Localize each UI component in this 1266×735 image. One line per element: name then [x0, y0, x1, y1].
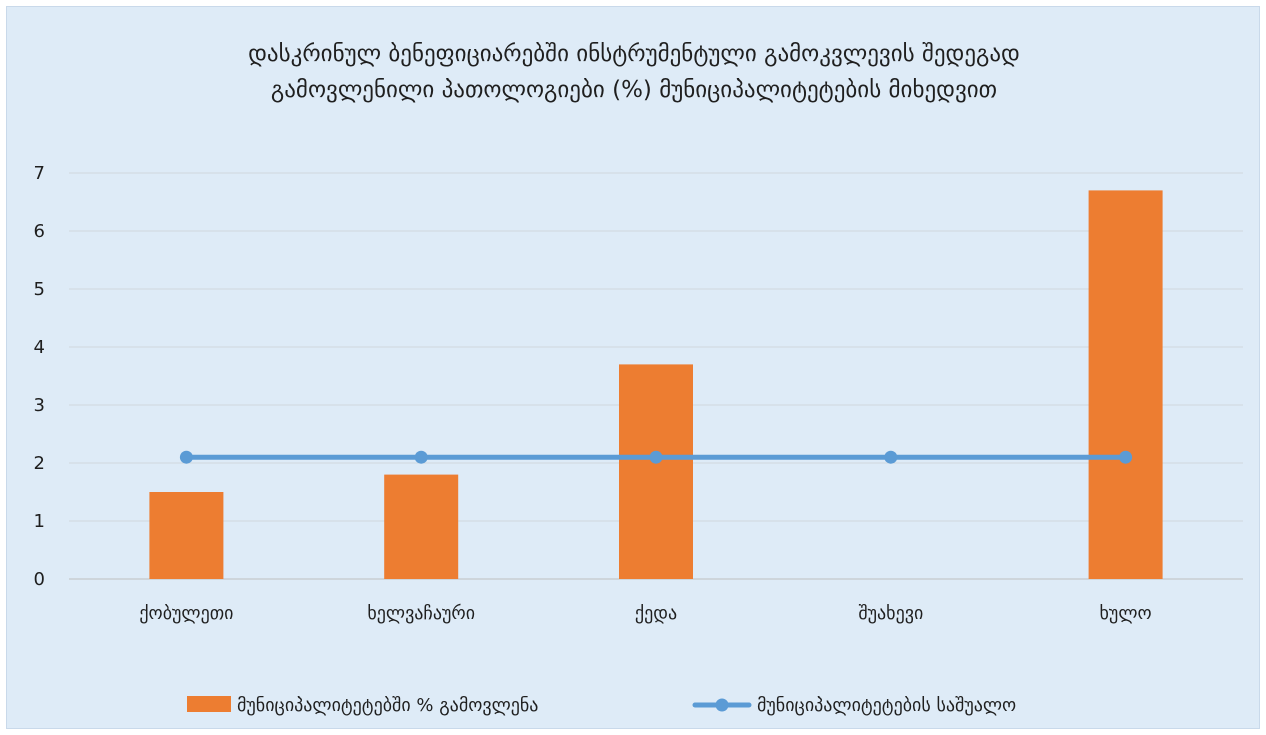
line-point: [884, 450, 898, 464]
y-tick-label: 7: [34, 163, 45, 184]
line-point: [1119, 450, 1133, 464]
y-tick-label: 6: [34, 221, 45, 242]
line-series: [179, 450, 1133, 464]
y-tick-label: 4: [34, 337, 45, 358]
x-category-label: ხელვაჩაური: [367, 603, 475, 624]
y-tick-label: 0: [34, 569, 45, 590]
y-tick-label: 3: [34, 395, 45, 416]
x-category-label: ქედა: [635, 603, 677, 624]
bar: [384, 474, 459, 579]
x-category-label: შუახევი: [858, 603, 923, 624]
x-category-label: ქობულეთი: [139, 603, 233, 624]
bar: [149, 492, 224, 579]
chart-title-line-1: დასკრინულ ბენეფიციარებში ინსტრუმენტული გ…: [248, 41, 1020, 67]
bar: [1088, 190, 1163, 579]
legend-line-label: მუნიციპალიტეტების საშუალო: [757, 695, 1016, 716]
legend-line-marker: [715, 698, 729, 712]
y-axis-ticks: 0 1 2 3 4 5 6 7: [34, 163, 45, 590]
line-point: [414, 450, 428, 464]
x-category-label: ხულო: [1100, 603, 1152, 624]
line-point: [179, 450, 193, 464]
y-tick-label: 5: [34, 279, 45, 300]
y-tick-label: 2: [34, 453, 45, 474]
chart-svg: დასკრინულ ბენეფიციარებში ინსტრუმენტული გ…: [34, 41, 1243, 716]
bar: [619, 364, 693, 579]
legend-bar-label: მუნიციპალიტეტებში % გამოვლენა: [237, 695, 538, 716]
legend: მუნიციპალიტეტებში % გამოვლენა მუნიციპალი…: [187, 695, 1016, 716]
x-axis-categories: ქობულეთი ხელვაჩაური ქედა შუახევი ხულო: [139, 603, 1151, 624]
bar-series: [149, 190, 1163, 579]
chart-title-line-2: გამოვლენილი პათოლოგიები (%) მუნიციპალიტე…: [271, 77, 997, 103]
legend-bar-swatch: [187, 696, 231, 712]
chart-frame: დასკრინულ ბენეფიციარებში ინსტრუმენტული გ…: [6, 6, 1260, 729]
y-tick-label: 1: [34, 511, 45, 532]
line-point: [649, 450, 663, 464]
